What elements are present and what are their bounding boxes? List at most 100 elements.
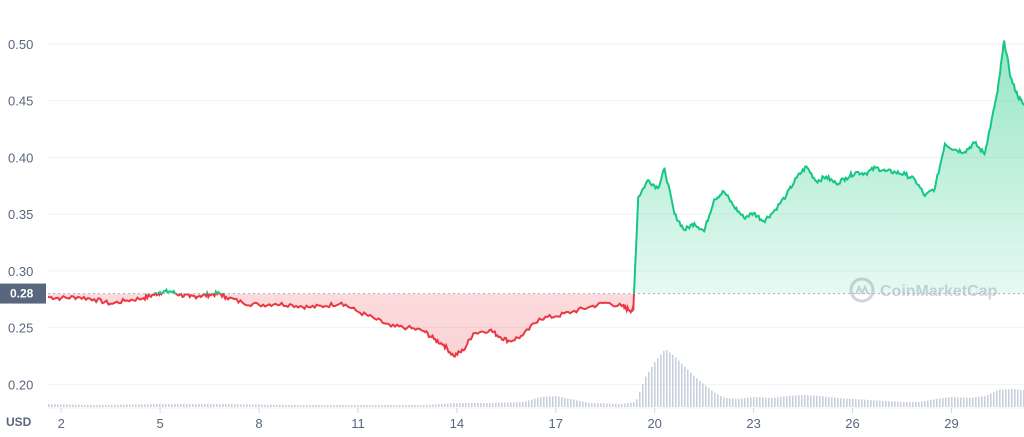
y-tick-label: 0.35 bbox=[8, 207, 33, 222]
volume-bar bbox=[279, 404, 281, 407]
volume-bar bbox=[129, 404, 131, 407]
volume-bar bbox=[948, 397, 950, 407]
volume-bar bbox=[282, 404, 284, 407]
volume-bar bbox=[783, 396, 785, 407]
volume-bar bbox=[222, 404, 224, 407]
volume-bar bbox=[135, 404, 137, 407]
x-tick-label: 5 bbox=[156, 416, 163, 431]
volume-bar bbox=[558, 396, 560, 407]
volume-bar bbox=[393, 405, 395, 407]
volume-bar bbox=[501, 402, 503, 407]
volume-bar bbox=[711, 390, 713, 407]
volume-bar bbox=[288, 404, 290, 407]
volume-bar bbox=[534, 398, 536, 407]
volume-bar bbox=[498, 402, 500, 407]
volume-bar bbox=[237, 404, 239, 407]
volume-bar bbox=[891, 401, 893, 407]
volume-bar bbox=[927, 400, 929, 407]
volume-bar bbox=[126, 404, 128, 407]
volume-bar bbox=[672, 354, 674, 407]
x-tick-label: 29 bbox=[944, 416, 958, 431]
volume-bar bbox=[531, 399, 533, 407]
volume-bar bbox=[48, 404, 50, 407]
x-tick-label: 23 bbox=[746, 416, 760, 431]
volume-bar bbox=[861, 399, 863, 407]
volume-bar bbox=[585, 402, 587, 407]
volume-bar bbox=[375, 405, 377, 407]
volume-bar bbox=[396, 405, 398, 407]
volume-bar bbox=[954, 397, 956, 407]
y-tick-label: 0.20 bbox=[8, 377, 33, 392]
volume-bar bbox=[762, 397, 764, 407]
volume-bar bbox=[828, 397, 830, 407]
volume-bar bbox=[183, 404, 185, 407]
volume-bar bbox=[621, 403, 623, 407]
volume-bar bbox=[960, 397, 962, 407]
volume-bar bbox=[441, 403, 443, 407]
volume-bar bbox=[72, 404, 74, 407]
volume-bar bbox=[867, 399, 869, 407]
volume-bar bbox=[510, 402, 512, 407]
volume-bar bbox=[906, 402, 908, 407]
volume-bar bbox=[771, 397, 773, 407]
volume-bar bbox=[951, 397, 953, 407]
y-axis: 0.50 0.45 0.40 0.35 0.30 0.25 0.20 bbox=[8, 37, 33, 392]
volume-bar bbox=[858, 399, 860, 407]
x-axis: 2 5 8 11 14 17 20 23 26 29 bbox=[48, 407, 1024, 431]
volume-bar bbox=[660, 354, 662, 407]
volume-bar bbox=[519, 402, 521, 407]
volume-bar bbox=[564, 397, 566, 407]
volume-bar bbox=[849, 398, 851, 407]
volume-bar bbox=[207, 404, 209, 407]
volume-bar bbox=[108, 404, 110, 407]
volume-bar bbox=[261, 404, 263, 407]
volume-bar bbox=[228, 404, 230, 407]
volume-bar bbox=[780, 396, 782, 407]
volume-bar bbox=[654, 362, 656, 407]
volume-bar bbox=[669, 352, 671, 407]
volume-bar bbox=[627, 403, 629, 407]
volume-bar bbox=[480, 403, 482, 407]
volume-bar bbox=[345, 405, 347, 407]
volume-bar bbox=[381, 405, 383, 407]
volume-bar bbox=[747, 397, 749, 407]
volume-bar bbox=[84, 404, 86, 407]
volume-bar bbox=[795, 395, 797, 407]
volume-bar bbox=[252, 404, 254, 407]
volume-bar bbox=[591, 403, 593, 407]
volume-bar bbox=[528, 400, 530, 407]
volume-bar bbox=[294, 405, 296, 407]
volume-bar bbox=[378, 405, 380, 407]
volume-bar bbox=[186, 404, 188, 407]
volume-bar bbox=[594, 403, 596, 407]
volume-bar bbox=[999, 389, 1001, 407]
volume-bar bbox=[630, 402, 632, 407]
volume-bar bbox=[543, 396, 545, 407]
volume-bar bbox=[96, 404, 98, 407]
volume-bar bbox=[714, 392, 716, 407]
volume-bar bbox=[942, 398, 944, 407]
volume-bar bbox=[804, 395, 806, 407]
volume-bar bbox=[567, 398, 569, 407]
volume-bar bbox=[579, 400, 581, 407]
volume-bar bbox=[957, 397, 959, 407]
volume-bar bbox=[234, 404, 236, 407]
volume-bar bbox=[633, 402, 635, 407]
x-tick-label: 2 bbox=[58, 416, 65, 431]
volume-bar bbox=[204, 404, 206, 407]
volume-bar bbox=[102, 404, 104, 407]
volume-bar bbox=[1020, 389, 1022, 407]
volume-bar bbox=[495, 402, 497, 407]
volume-bar bbox=[741, 398, 743, 407]
volume-bar bbox=[162, 404, 164, 407]
volume-bar bbox=[807, 395, 809, 407]
volume-bar bbox=[597, 403, 599, 407]
volume-bar bbox=[312, 405, 314, 407]
volume-bar bbox=[138, 404, 140, 407]
volume-bar bbox=[363, 405, 365, 407]
volume-bar bbox=[639, 391, 641, 407]
volume-bar bbox=[864, 399, 866, 407]
volume-bar bbox=[717, 394, 719, 407]
volume-bar bbox=[351, 405, 353, 407]
volume-bar bbox=[276, 404, 278, 407]
